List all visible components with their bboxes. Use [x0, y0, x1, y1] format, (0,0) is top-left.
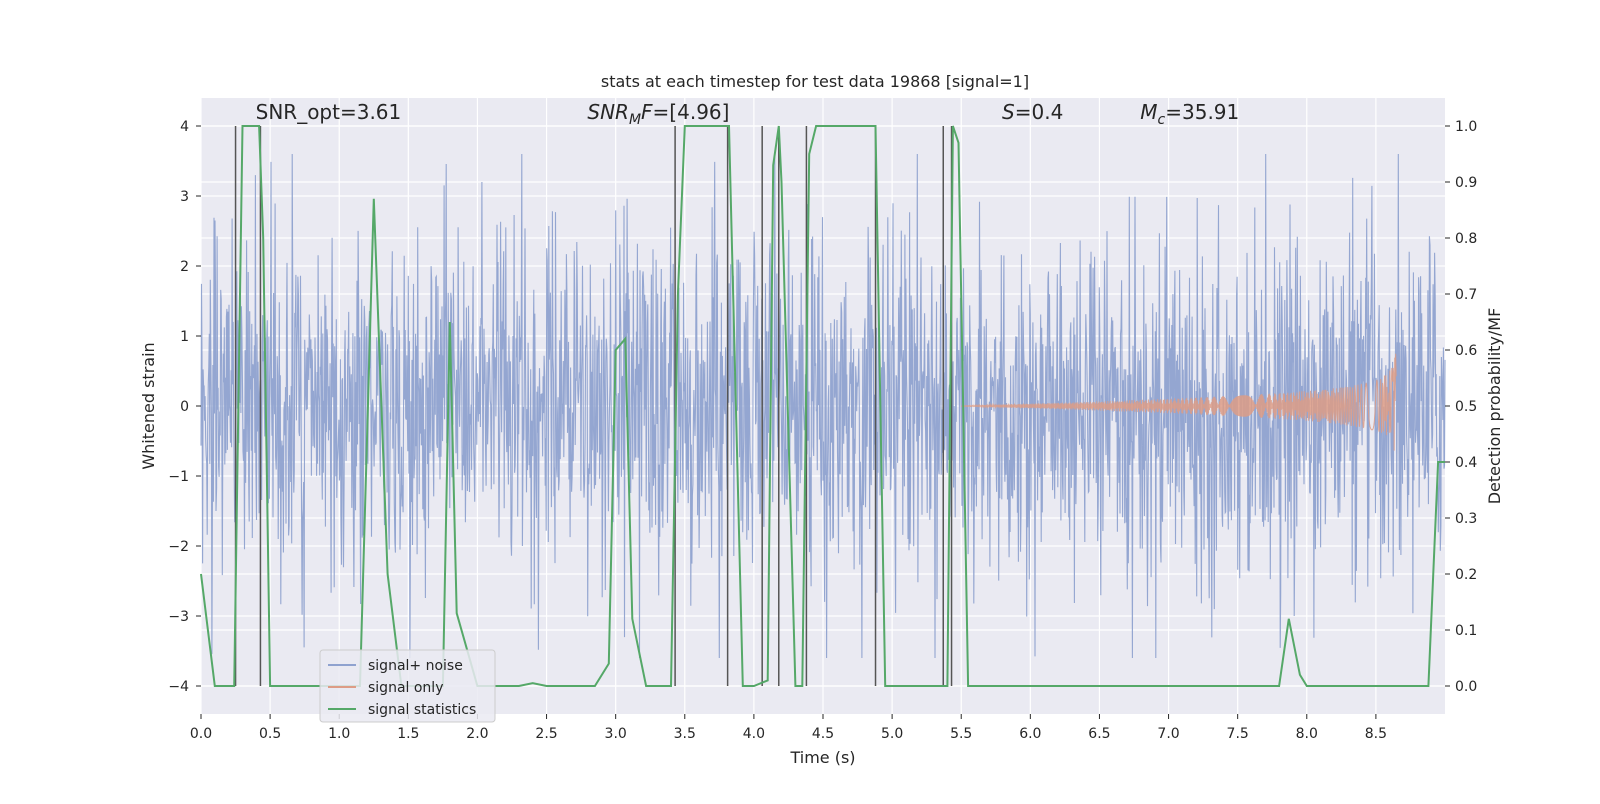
signal-trace	[960, 353, 1397, 451]
y2-tick-label: 0.6	[1455, 343, 1477, 359]
y2-tick-label: 0.0	[1455, 679, 1477, 695]
annotation-sub: M	[629, 112, 641, 128]
annotation-italic: M	[1140, 100, 1157, 124]
x-tick-label: 7.5	[1227, 726, 1249, 742]
annotation-3: Mc=35.91	[1140, 100, 1239, 128]
legend-label: signal only	[368, 680, 443, 696]
annotation-0: SNR_opt=3.61	[256, 100, 402, 124]
x-tick-label: 1.5	[397, 726, 419, 742]
annotation-italic: F	[641, 100, 653, 124]
annotations: SNR_opt=3.61 SNRMF=[4.96] S=0.4 Mc=35.91	[256, 100, 1240, 128]
y2-tick-label: 0.5	[1455, 399, 1477, 415]
x-tick-label: 5.5	[950, 726, 972, 742]
y-tick-label: −4	[168, 679, 189, 695]
x-tick-label: 8.5	[1365, 726, 1387, 742]
y-tick-label: −2	[168, 539, 189, 555]
x-tick-label: 3.0	[605, 726, 627, 742]
x-axis-label: Time (s)	[789, 748, 855, 767]
annotation-italic: S	[1002, 100, 1015, 124]
axes: 0.0 0.5 1.0 1.5 2.0 2.5 3.0 3.5 4.0 4.5 5.0 5.5 6.0 6…	[168, 119, 1477, 742]
y2-tick-label: 0.9	[1455, 175, 1477, 191]
y2-tick-label: 0.3	[1455, 511, 1477, 527]
y-tick-label: 0	[180, 399, 189, 415]
x-tick-label: 0.5	[259, 726, 281, 742]
y2-tick-label: 0.7	[1455, 287, 1477, 303]
legend-box	[319, 649, 496, 723]
annotation-italic: SNR	[587, 100, 629, 124]
annotation-rest: =0.4	[1015, 100, 1064, 124]
x-tick-label: 2.0	[466, 726, 488, 742]
y2-tick-label: 0.2	[1455, 567, 1477, 583]
y2-tick-label: 0.8	[1455, 231, 1477, 247]
annotation-rest: =35.91	[1165, 100, 1239, 124]
legend-label: signal+ noise	[368, 658, 463, 674]
y-tick-label: 3	[180, 189, 189, 205]
statistics-series	[200, 125, 1445, 687]
annotation-2: S=0.4	[1002, 100, 1063, 124]
y-tick-label: 1	[180, 329, 189, 345]
y-tick-label: 4	[180, 119, 189, 135]
y-tick-label: −1	[168, 469, 189, 485]
statistics-line	[200, 125, 1445, 687]
signal-series	[960, 353, 1397, 451]
x-tick-label: 1.0	[328, 726, 350, 742]
y2-tick-label: 0.1	[1455, 623, 1477, 639]
noise-series	[200, 153, 1446, 659]
x-tick-label: 4.5	[812, 726, 834, 742]
annotation-rest: =[4.96]	[653, 100, 730, 124]
y-axis-label: Whitened strain	[139, 342, 158, 469]
y-tick-label: 2	[180, 259, 189, 275]
x-tick-label: 4.0	[743, 726, 765, 742]
x-tick-label: 6.5	[1088, 726, 1110, 742]
x-tick-label: 3.5	[674, 726, 696, 742]
y-tick-label: −3	[168, 609, 189, 625]
x-tick-label: 2.5	[535, 726, 557, 742]
x-tick-label: 0.0	[190, 726, 212, 742]
y2-axis-label: Detection probability/MF	[1485, 308, 1504, 505]
annotation-1: SNRMF=[4.96]	[587, 100, 729, 128]
legend-label: signal statistics	[368, 702, 476, 718]
x-tick-label: 8.0	[1296, 726, 1318, 742]
x-tick-label: 5.0	[881, 726, 903, 742]
legend: signal+ noise signal only signal statistic…	[319, 649, 496, 723]
annotation-sub: c	[1158, 112, 1166, 128]
y2-tick-label: 1.0	[1455, 119, 1477, 135]
chart-title: stats at each timestep for test data 198…	[601, 72, 1029, 91]
noise-trace	[200, 153, 1446, 659]
y2-tick-label: 0.4	[1455, 455, 1477, 471]
x-tick-label: 7.0	[1157, 726, 1179, 742]
x-tick-label: 6.0	[1019, 726, 1041, 742]
